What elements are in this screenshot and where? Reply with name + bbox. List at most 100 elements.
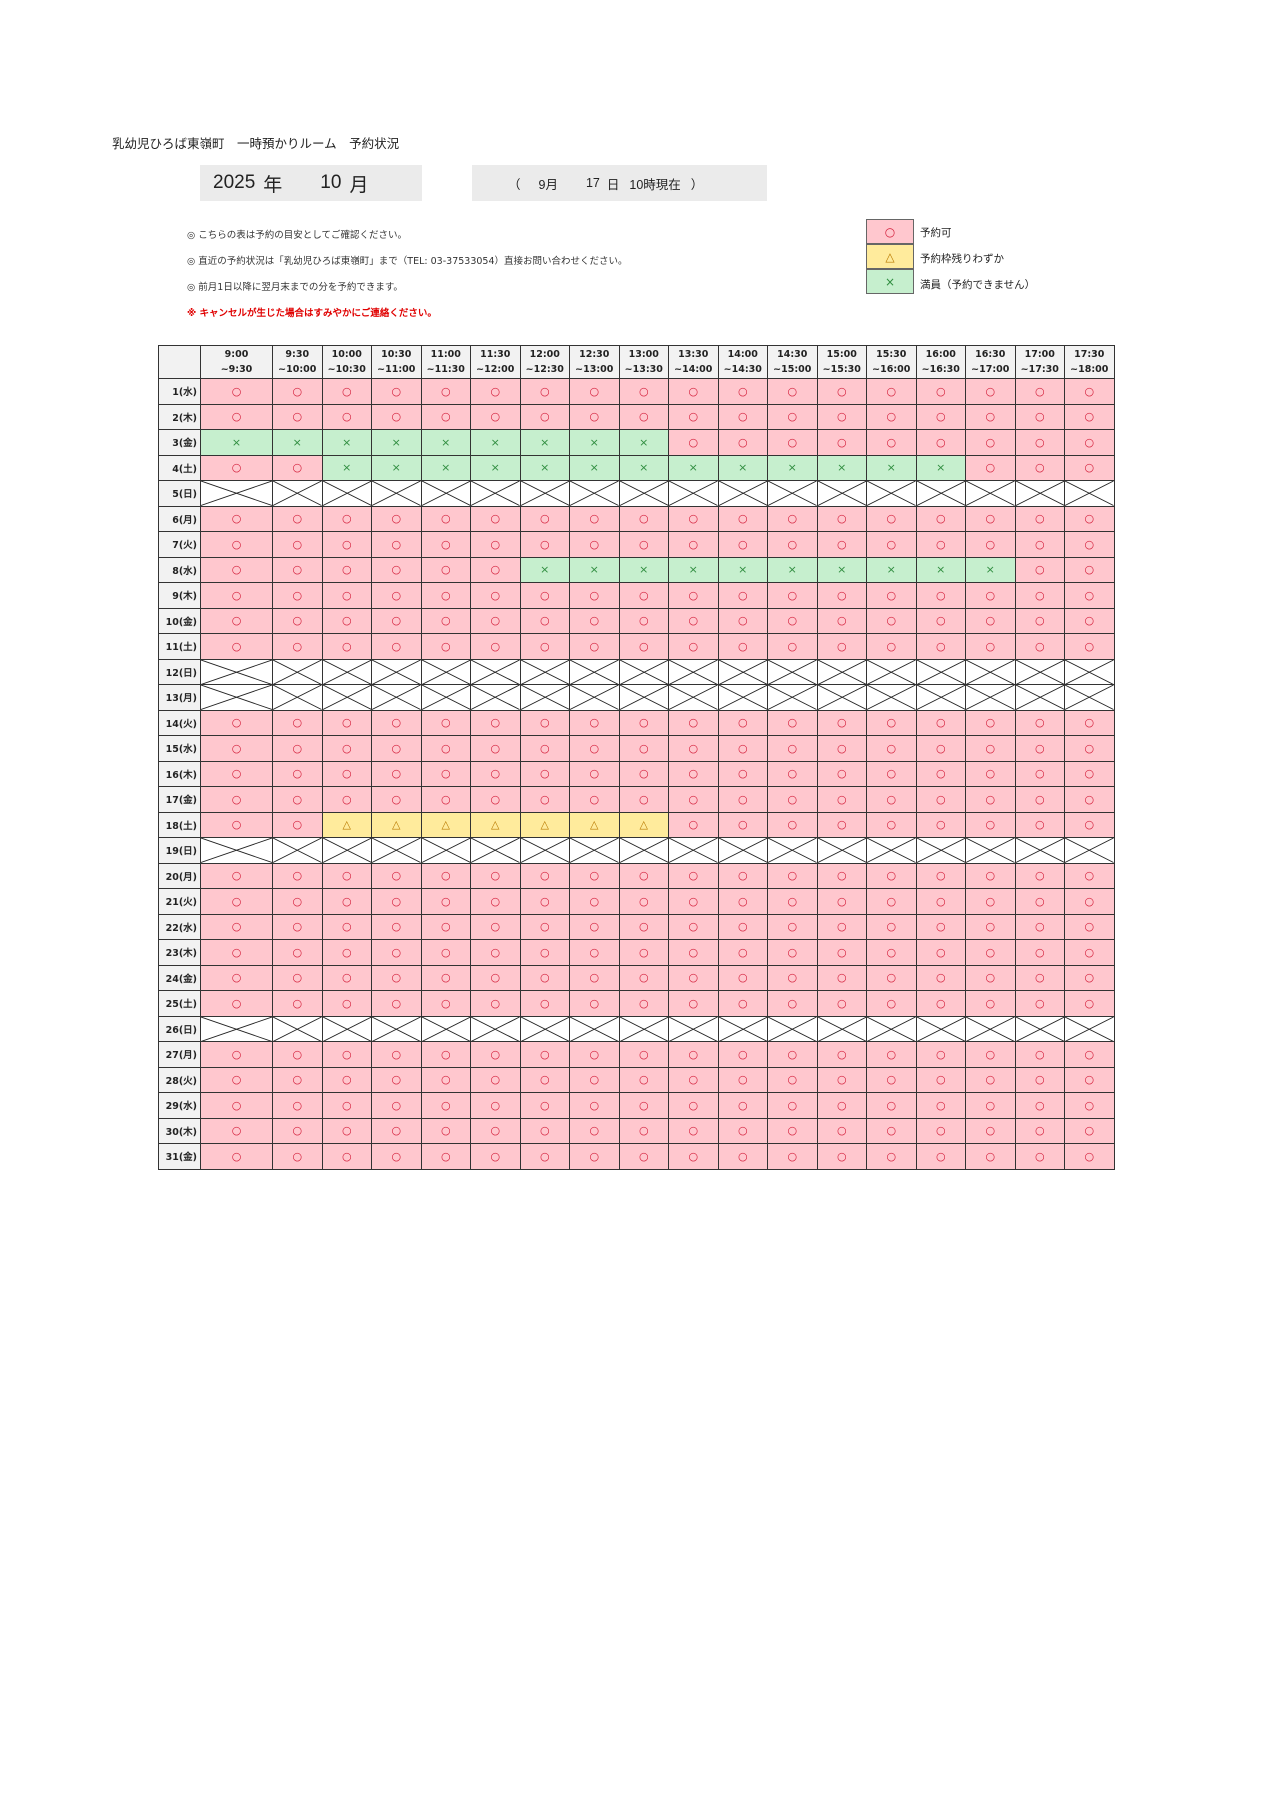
slot-available: ○ [321, 378, 372, 405]
closed-cross-icon [966, 1017, 1015, 1042]
slot-available: ○ [420, 378, 471, 405]
closed-cross-icon [917, 685, 966, 710]
closed-cell [668, 1015, 719, 1042]
slot-available: ○ [519, 582, 570, 609]
slot-full: × [569, 454, 620, 481]
time-slot-header: 11:00 ~11:30 [420, 345, 471, 379]
closed-cross-icon [273, 660, 322, 685]
slot-available: ○ [965, 1117, 1016, 1144]
slot-available: ○ [321, 633, 372, 660]
closed-cell [866, 480, 917, 507]
closed-cell [470, 837, 521, 864]
slot-available: ○ [1014, 964, 1065, 991]
table-row: 18(土) ○ ○ △ △ △ △ △ △ △ ○ ○ ○ ○ ○ ○ ○ ○ ○ [158, 811, 1115, 838]
closed-cross-icon [867, 660, 916, 685]
slot-available: ○ [915, 1092, 966, 1119]
slot-few-left: △ [519, 811, 570, 838]
slot-available: ○ [668, 531, 719, 558]
closed-cross-icon [966, 685, 1015, 710]
slot-available: ○ [816, 939, 867, 966]
slot-available: ○ [569, 709, 620, 736]
slot-available: ○ [569, 505, 620, 532]
slot-available: ○ [200, 786, 273, 813]
closed-cell [371, 837, 422, 864]
closed-cross-icon [521, 838, 570, 863]
slot-available: ○ [717, 862, 768, 889]
day-label: 7(火) [158, 531, 201, 558]
day-label: 17(金) [158, 786, 201, 813]
closed-cross-icon [1016, 1017, 1065, 1042]
slot-available: ○ [1064, 1117, 1115, 1144]
slot-available: ○ [915, 888, 966, 915]
slot-available: ○ [1014, 556, 1065, 583]
slot-available: ○ [272, 964, 323, 991]
slot-available: ○ [569, 990, 620, 1017]
as-of-open: （ [508, 177, 521, 192]
slot-available: ○ [767, 1066, 818, 1093]
slot-available: ○ [1014, 811, 1065, 838]
slot-end: ~10:00 [278, 364, 317, 375]
slot-available: ○ [816, 633, 867, 660]
slot-full: × [618, 454, 669, 481]
closed-cell [321, 684, 372, 711]
slot-available: ○ [866, 862, 917, 889]
slot-available: ○ [816, 913, 867, 940]
closed-cross-icon [570, 685, 619, 710]
slot-available: ○ [420, 403, 471, 430]
table-row: 22(水) ○ ○ ○ ○ ○ ○ ○ ○ ○ ○ ○ ○ ○ ○ ○ ○ ○ ○ [158, 913, 1115, 940]
slot-available: ○ [618, 607, 669, 634]
slot-available: ○ [371, 760, 422, 787]
slot-full: × [915, 454, 966, 481]
closed-cell [1014, 658, 1065, 685]
closed-cell [618, 658, 669, 685]
slot-available: ○ [200, 403, 273, 430]
slot-available: ○ [618, 939, 669, 966]
slot-full: × [470, 454, 521, 481]
closed-cross-icon [570, 660, 619, 685]
closed-cross-icon [273, 685, 322, 710]
closed-cross-icon [867, 838, 916, 863]
slot-available: ○ [965, 913, 1016, 940]
slot-start: 9:00 [224, 349, 249, 360]
day-label: 19(日) [158, 837, 201, 864]
closed-cell [767, 684, 818, 711]
slot-available: ○ [618, 990, 669, 1017]
time-slot-header: 17:00 ~17:30 [1014, 345, 1065, 379]
slot-available: ○ [816, 378, 867, 405]
slot-available: ○ [1064, 582, 1115, 609]
note-3: ◎ 前月1日以降に翌月末までの分を予約できます。 [187, 282, 403, 293]
time-slot-header: 13:00 ~13:30 [618, 345, 669, 379]
slot-available: ○ [1014, 862, 1065, 889]
slot-available: ○ [717, 505, 768, 532]
slot-available: ○ [915, 939, 966, 966]
slot-available: ○ [816, 582, 867, 609]
slot-available: ○ [420, 1066, 471, 1093]
day-label: 15(水) [158, 735, 201, 762]
slot-available: ○ [272, 607, 323, 634]
slot-available: ○ [569, 939, 620, 966]
slot-available: ○ [470, 1143, 521, 1170]
slot-available: ○ [420, 1092, 471, 1119]
closed-cell [717, 1015, 768, 1042]
closed-cell [668, 480, 719, 507]
slot-available: ○ [200, 556, 273, 583]
slot-available: ○ [420, 556, 471, 583]
slot-available: ○ [200, 939, 273, 966]
day-label: 29(水) [158, 1092, 201, 1119]
slot-available: ○ [371, 607, 422, 634]
closed-cross-icon [966, 481, 1015, 506]
slot-available: ○ [767, 429, 818, 456]
slot-available: ○ [569, 1041, 620, 1068]
slot-few-left: △ [470, 811, 521, 838]
slot-available: ○ [519, 531, 570, 558]
table-row: 3(金) × × × × × × × × × ○ ○ ○ ○ ○ ○ ○ ○ ○ [158, 429, 1115, 456]
slot-available: ○ [470, 735, 521, 762]
closed-cell [420, 684, 471, 711]
table-row: 10(金) ○ ○ ○ ○ ○ ○ ○ ○ ○ ○ ○ ○ ○ ○ ○ ○ ○ ○ [158, 607, 1115, 634]
closed-cell [420, 837, 471, 864]
closed-cell [618, 1015, 669, 1042]
slot-available: ○ [618, 633, 669, 660]
closed-cross-icon [818, 481, 867, 506]
slot-available: ○ [519, 403, 570, 430]
closed-cell [866, 684, 917, 711]
